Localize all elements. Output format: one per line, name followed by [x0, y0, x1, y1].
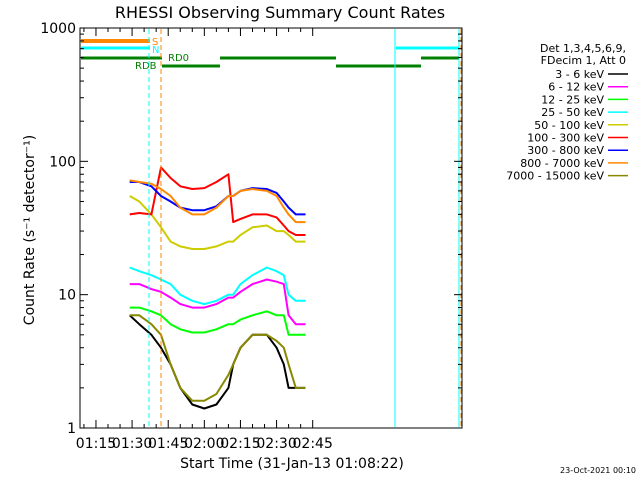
series-line [129, 314, 306, 410]
legend-label: 3 - 6 keV [555, 68, 604, 81]
legend-label: 800 - 7000 keV [520, 157, 604, 170]
legend-label: 12 - 25 keV [541, 93, 604, 106]
y-tick-label: 1 [67, 421, 76, 437]
status-bars: SN RDB RD0 [81, 37, 459, 72]
x-tick-label: 01:30 [112, 436, 152, 452]
legend-label: 50 - 100 keV [534, 119, 604, 132]
series-line [129, 195, 306, 250]
legend-header: FDecim 1, Att 0 [541, 54, 626, 67]
x-tick-label: 02:15 [220, 436, 260, 452]
legend-label: 7000 - 15000 keV [506, 170, 604, 183]
x-tick-label: 02:00 [184, 436, 224, 452]
rdb-label: RDB [135, 61, 157, 72]
legend: Det 1,3,4,5,6,9,FDecim 1, Att 03 - 6 keV… [506, 42, 628, 183]
legend-label: 100 - 300 keV [527, 132, 604, 145]
y-axis: 1 10 100 1000 [40, 21, 462, 437]
legend-label: 25 - 50 keV [541, 106, 604, 119]
x-tick-label: 01:15 [76, 436, 116, 452]
rd0-label: RD0 [168, 53, 189, 64]
legend-header: Det 1,3,4,5,6,9, [540, 42, 626, 55]
x-axis-label: Start Time (31-Jan-13 01:08:22) [180, 456, 404, 472]
y-tick-label: 1000 [40, 21, 76, 37]
y-tick-label: 10 [58, 288, 76, 304]
night-label: N [152, 45, 159, 56]
footer-date: 23-Oct-2021 00:10 [560, 466, 636, 475]
y-tick-label: 100 [49, 154, 76, 170]
legend-label: 6 - 12 keV [548, 81, 604, 94]
x-tick-label: 02:30 [256, 436, 296, 452]
plot-frame [79, 27, 463, 429]
y-axis-label: Count Rate (s⁻¹ detector⁻¹) [22, 135, 38, 325]
series-line [129, 306, 306, 336]
series-line [129, 278, 306, 326]
x-tick-label: 01:45 [148, 436, 188, 452]
chart-title: RHESSI Observing Summary Count Rates [115, 3, 445, 22]
saa-label: S [152, 37, 158, 48]
x-tick-label: 02:45 [293, 436, 333, 452]
night-saa-markers [148, 29, 462, 427]
legend-label: 300 - 800 keV [527, 144, 604, 157]
